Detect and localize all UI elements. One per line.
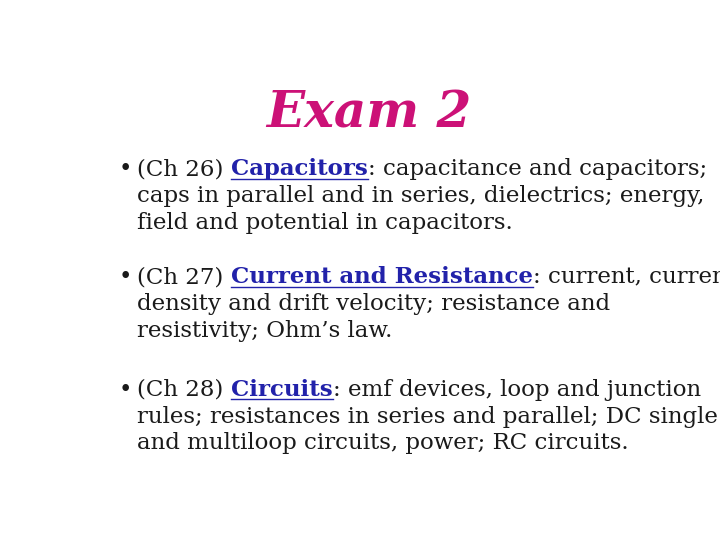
Text: (Ch 27): (Ch 27) [138,266,231,288]
Text: : capacitance and capacitors;: : capacitance and capacitors; [368,158,707,180]
Text: rules; resistances in series and parallel; DC single: rules; resistances in series and paralle… [138,406,719,428]
Text: •: • [119,158,132,180]
Text: and multiloop circuits, power; RC circuits.: and multiloop circuits, power; RC circui… [138,433,629,454]
Text: Current and Resistance: Current and Resistance [231,266,533,288]
Text: density and drift velocity; resistance and: density and drift velocity; resistance a… [138,293,611,315]
Text: caps in parallel and in series, dielectrics; energy,: caps in parallel and in series, dielectr… [138,185,705,207]
Text: •: • [119,379,132,401]
Text: resistivity; Ohm’s law.: resistivity; Ohm’s law. [138,320,393,342]
Text: : current, current: : current, current [533,266,720,288]
Text: Capacitors: Capacitors [231,158,368,180]
Text: •: • [119,266,132,288]
Text: : emf devices, loop and junction: : emf devices, loop and junction [333,379,701,401]
Text: Exam 2: Exam 2 [266,90,472,139]
Text: Circuits: Circuits [231,379,333,401]
Text: (Ch 26): (Ch 26) [138,158,231,180]
Text: (Ch 28): (Ch 28) [138,379,231,401]
Text: field and potential in capacitors.: field and potential in capacitors. [138,212,513,234]
